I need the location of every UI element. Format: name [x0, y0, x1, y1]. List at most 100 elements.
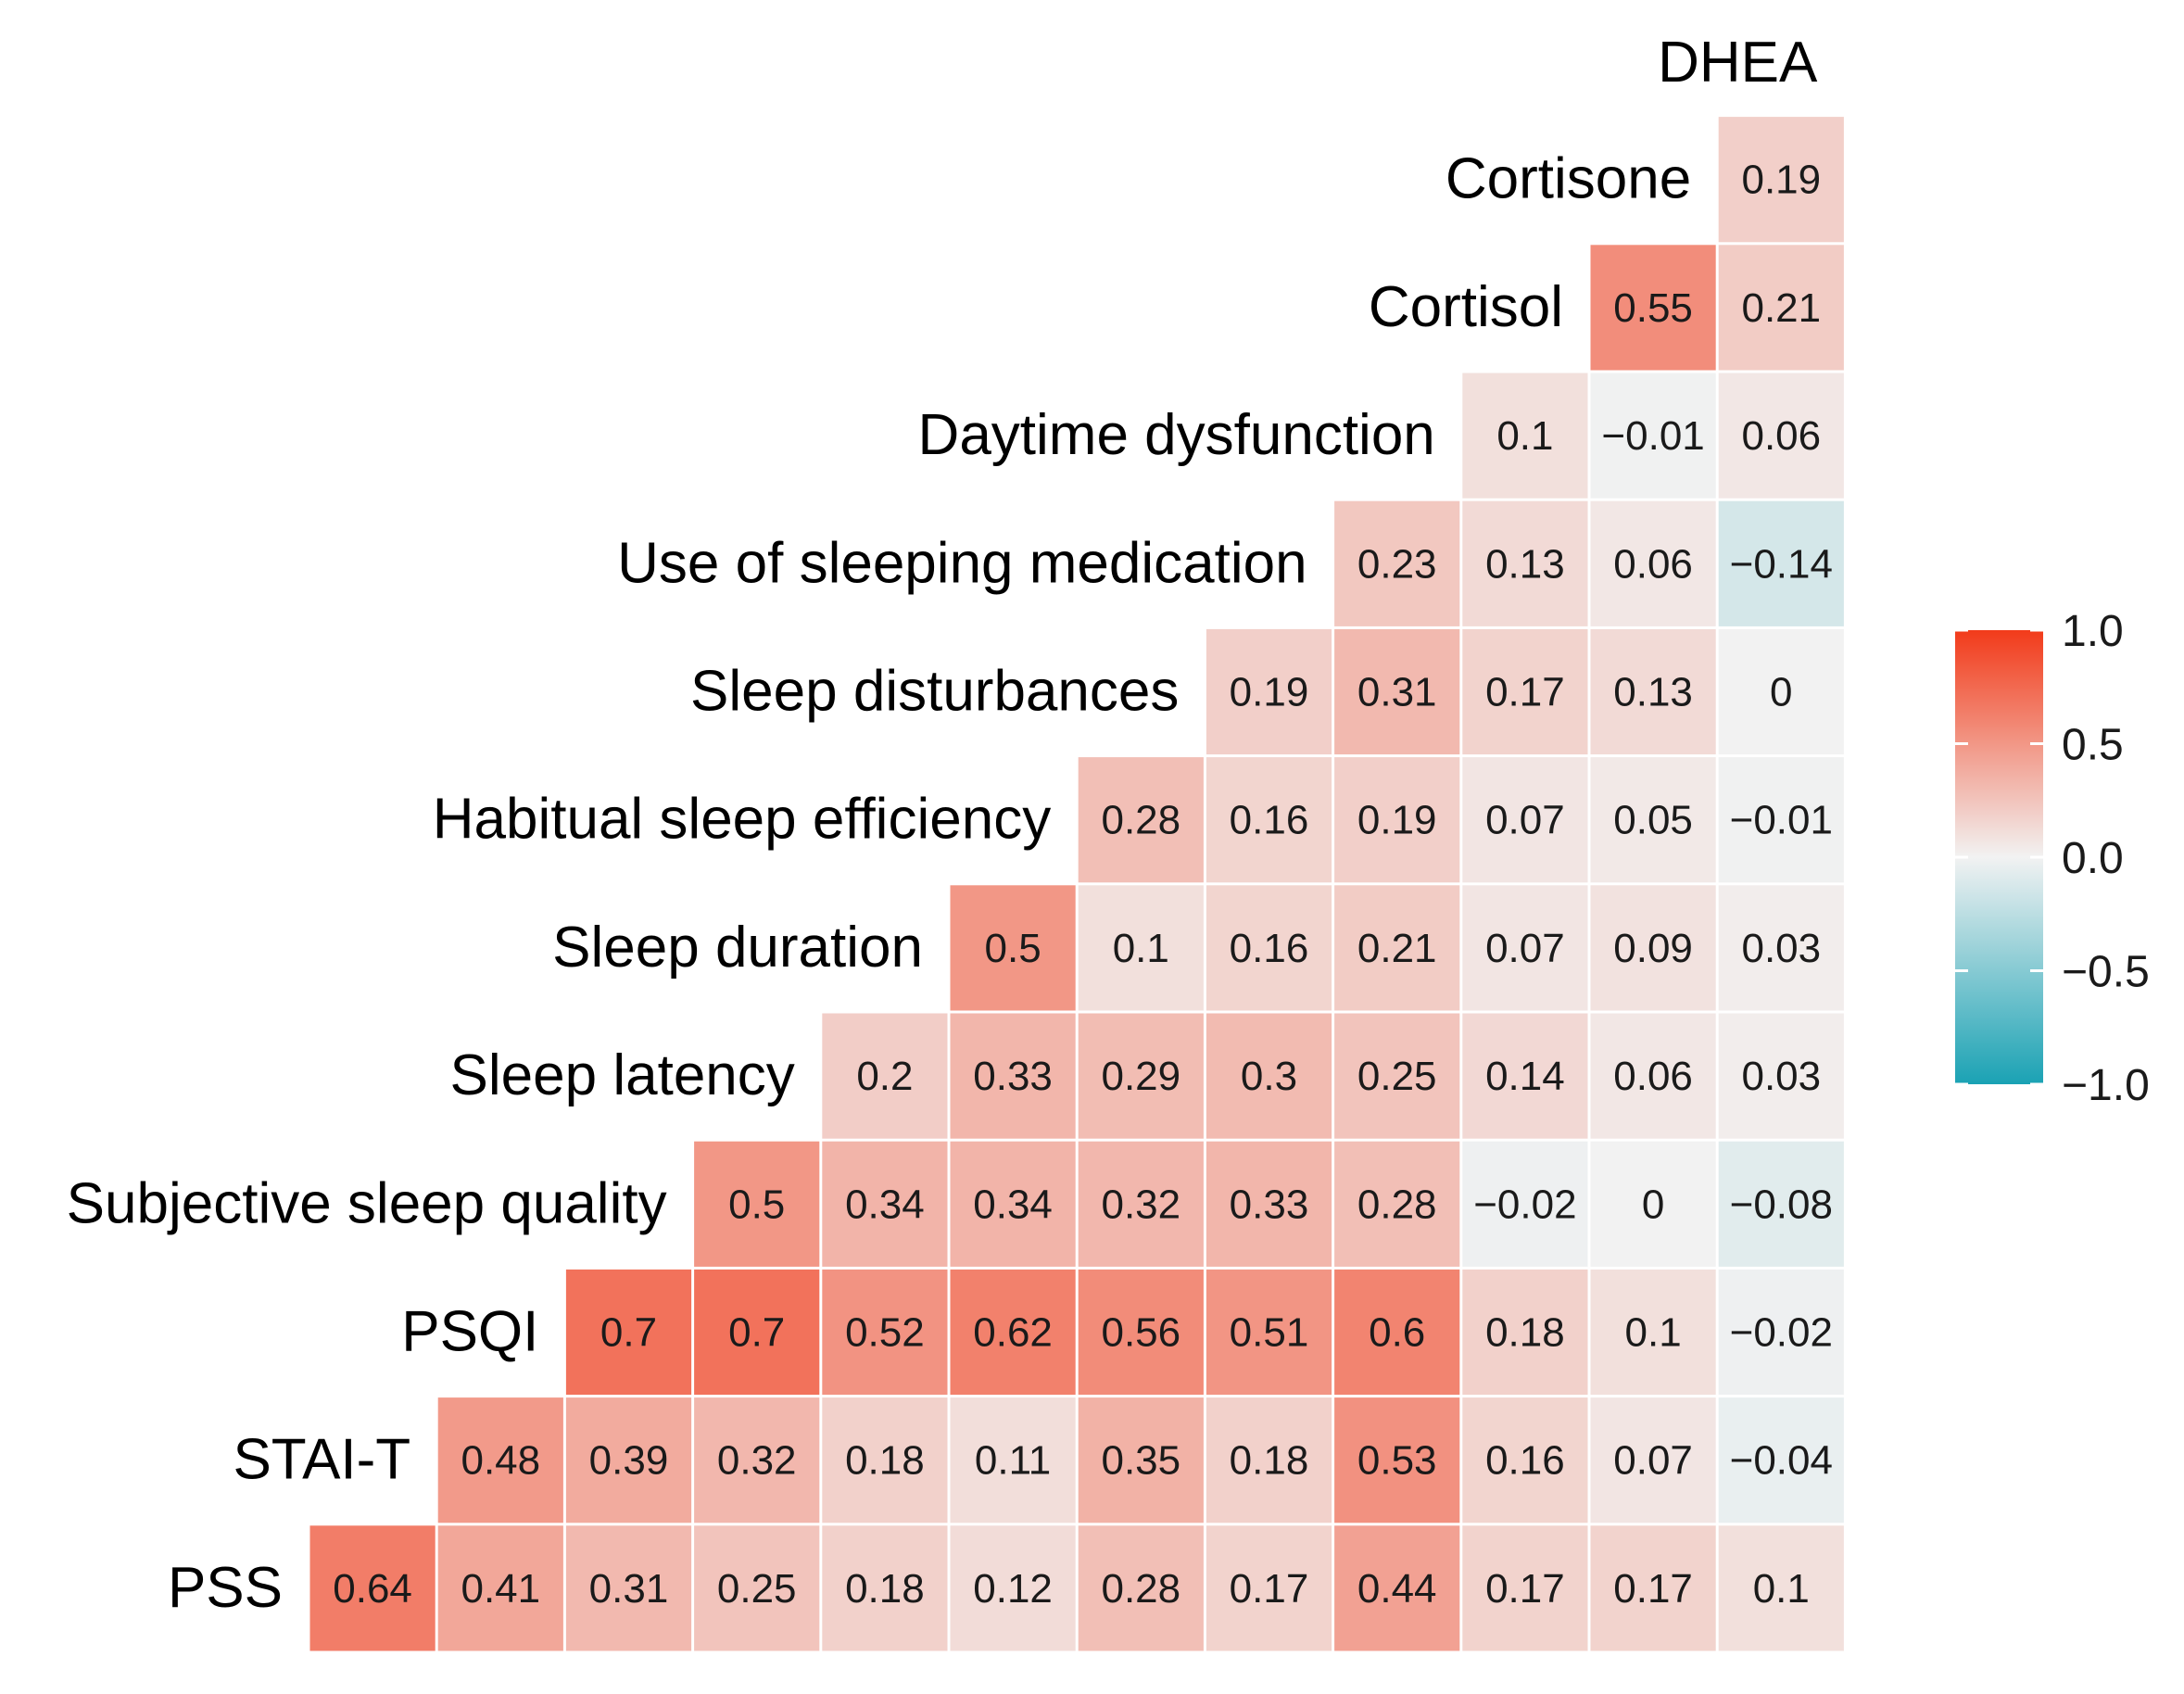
heatmap-cell — [565, 1525, 692, 1651]
cell-value-label: −0.01 — [1730, 798, 1833, 843]
cell-value-label: 0.39 — [589, 1438, 669, 1484]
heatmap-cell — [822, 1141, 948, 1267]
cell-value-label: 0.5 — [728, 1182, 785, 1227]
cell-value-label: 0.21 — [1741, 285, 1821, 331]
cell-value-label: 0.33 — [973, 1054, 1053, 1099]
heatmap-cell — [1334, 1269, 1460, 1396]
cell-value-label: 0.7 — [600, 1310, 657, 1356]
heatmap-cell — [694, 1269, 820, 1396]
legend-color-bar — [1955, 630, 2043, 1084]
cell-value-label: −0.01 — [1601, 413, 1704, 459]
cell-value-label: 0.06 — [1613, 541, 1693, 587]
heatmap-cell — [1590, 1397, 1716, 1523]
heatmap-cell — [1590, 885, 1716, 1011]
cell-value-label: 0.53 — [1357, 1438, 1437, 1484]
heatmap-cell — [950, 1525, 1076, 1651]
heatmap-cell — [1462, 1141, 1588, 1267]
cell-value-label: 0.33 — [1230, 1182, 1309, 1227]
cell-value-label: 0.06 — [1613, 1054, 1693, 1099]
heatmap-cell — [1078, 1525, 1204, 1651]
cell-value-label: 0.48 — [461, 1438, 540, 1484]
cell-value-label: 0.32 — [1101, 1182, 1180, 1227]
heatmap-cell — [1462, 1525, 1588, 1651]
heatmap-cell — [1206, 628, 1332, 755]
heatmap-cell — [1078, 1269, 1204, 1396]
cell-value-label: 0.11 — [975, 1438, 1051, 1484]
cell-value-label: −0.08 — [1730, 1182, 1833, 1227]
heatmap-cell — [1462, 373, 1588, 499]
cell-value-label: 0.28 — [1101, 798, 1180, 843]
heatmap-cell — [1206, 1525, 1332, 1651]
cell-value-label: 0.03 — [1741, 926, 1821, 971]
heatmap-cell — [822, 1397, 948, 1523]
cell-value-label: 0.17 — [1485, 670, 1565, 715]
heatmap-cell — [1718, 245, 1844, 371]
heatmap-cell — [1590, 245, 1716, 371]
cell-value-label: 0.16 — [1230, 926, 1309, 971]
cell-value-label: 0.18 — [1230, 1438, 1309, 1484]
cell-value-label: 0.17 — [1230, 1566, 1309, 1612]
variable-label: STAI-T — [233, 1428, 410, 1492]
cell-value-label: 0.6 — [1369, 1310, 1425, 1356]
heatmap-cell — [1078, 885, 1204, 1011]
heatmap-cell — [694, 1525, 820, 1651]
cell-value-label: 0.29 — [1101, 1054, 1180, 1099]
heatmap-cell — [1718, 1141, 1844, 1267]
variable-label: PSS — [168, 1556, 283, 1620]
heatmap-cell — [950, 1013, 1076, 1139]
heatmap-cell — [1462, 1269, 1588, 1396]
heatmap-cell — [309, 1525, 436, 1651]
cell-value-label: 0.32 — [717, 1438, 797, 1484]
cell-value-label: 0.18 — [1485, 1310, 1565, 1356]
variable-label: Cortisone — [1445, 147, 1691, 211]
heatmap-cell — [1334, 1013, 1460, 1139]
heatmap-cell — [1206, 885, 1332, 1011]
variable-label: Sleep duration — [552, 916, 923, 980]
heatmap-cell — [822, 1013, 948, 1139]
cell-value-label: 0.5 — [985, 926, 1042, 971]
cell-value-label: 0.55 — [1613, 285, 1693, 331]
cell-value-label: 0.34 — [845, 1182, 925, 1227]
heatmap-cell — [950, 1269, 1076, 1396]
variable-label: Sleep latency — [450, 1043, 795, 1107]
heatmap-cells: 0.64 0.41 0.31 0.25 0.18 0.12 0.28 0.17 0.44 0.17… — [309, 117, 1844, 1651]
heatmap-cell — [565, 1397, 692, 1523]
heatmap-cell — [1718, 1525, 1844, 1651]
cell-value-label: 0.17 — [1613, 1566, 1693, 1612]
variable-label: Sleep disturbances — [690, 660, 1179, 724]
legend-tick-label: 0.5 — [2062, 721, 2124, 770]
cell-value-label: 0.2 — [856, 1054, 913, 1099]
cell-value-label: 0.19 — [1741, 158, 1821, 203]
cell-value-label: 0.1 — [1625, 1310, 1682, 1356]
cell-value-label: 0.35 — [1101, 1438, 1180, 1484]
cell-value-label: 0.13 — [1485, 541, 1565, 587]
heatmap-cell — [1590, 1525, 1716, 1651]
heatmap-cell — [1718, 500, 1844, 626]
heatmap-cell — [1334, 1141, 1460, 1267]
heatmap-cell — [1590, 1013, 1716, 1139]
heatmap-cell — [1462, 757, 1588, 883]
cell-value-label: 0.31 — [589, 1566, 669, 1612]
heatmap-cell — [1718, 757, 1844, 883]
heatmap-cell — [437, 1397, 563, 1523]
variable-label: DHEA — [1658, 31, 1818, 95]
cell-value-label: 0.1 — [1753, 1566, 1810, 1612]
cell-value-label: 0.1 — [1496, 413, 1553, 459]
cell-value-label: 0.25 — [1357, 1054, 1437, 1099]
legend-tick-label: 1.0 — [2062, 607, 2124, 656]
heatmap-cell — [1718, 1013, 1844, 1139]
legend-tick-label: −0.5 — [2062, 948, 2150, 997]
variable-label: Daytime dysfunction — [918, 403, 1435, 467]
cell-value-label: 0.28 — [1101, 1566, 1180, 1612]
heatmap-cell — [1206, 1269, 1332, 1396]
heatmap-cell — [1590, 1269, 1716, 1396]
heatmap-cell — [694, 1141, 820, 1267]
heatmap-cell — [1206, 1397, 1332, 1523]
heatmap-cell — [1718, 885, 1844, 1011]
cell-value-label: 0.16 — [1485, 1438, 1565, 1484]
heatmap-cell — [950, 885, 1076, 1011]
cell-value-label: −0.14 — [1730, 541, 1833, 587]
cell-value-label: 0.31 — [1357, 670, 1437, 715]
heatmap-cell — [950, 1397, 1076, 1523]
